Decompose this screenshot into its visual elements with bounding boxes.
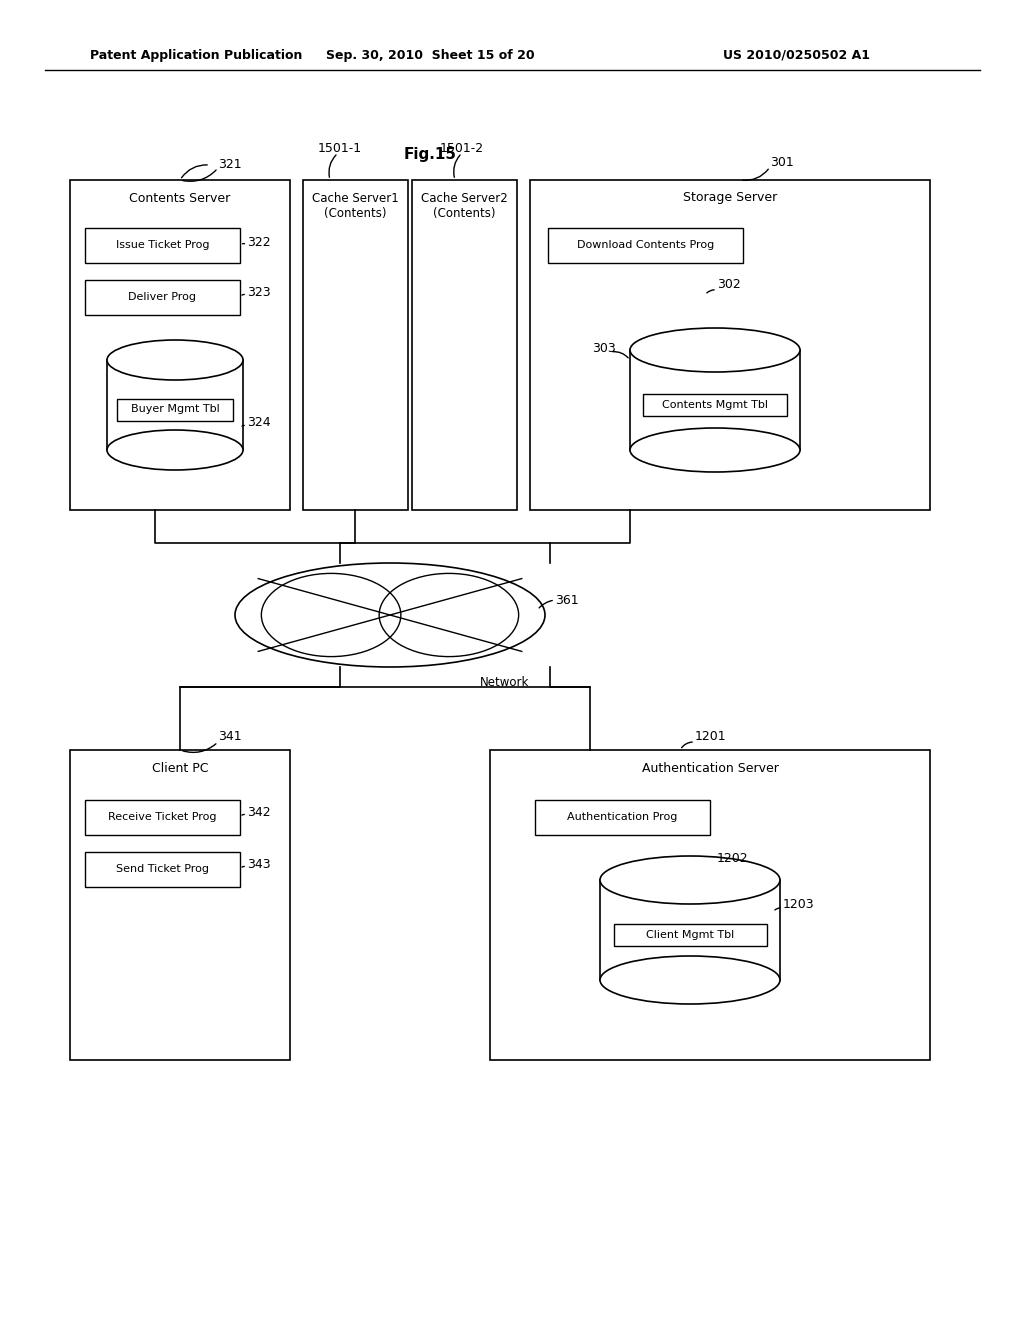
Ellipse shape [630, 327, 800, 372]
Text: Issue Ticket Prog: Issue Ticket Prog [116, 240, 209, 251]
Text: Network: Network [480, 676, 529, 689]
Text: 1202: 1202 [717, 851, 749, 865]
Text: 324: 324 [247, 417, 270, 429]
Text: Authentication Server: Authentication Server [642, 762, 778, 775]
Bar [530, 180, 930, 510]
Text: 341: 341 [218, 730, 242, 743]
Ellipse shape [630, 428, 800, 473]
Text: 301: 301 [770, 157, 794, 169]
Text: Patent Application Publication: Patent Application Publication [90, 49, 302, 62]
Bar [70, 180, 290, 510]
Text: Client Mgmt Tbl: Client Mgmt Tbl [646, 931, 734, 940]
Ellipse shape [234, 564, 545, 667]
Text: 1203: 1203 [783, 899, 815, 912]
Ellipse shape [234, 564, 545, 667]
Text: Receive Ticket Prog: Receive Ticket Prog [109, 813, 217, 822]
Text: 303: 303 [592, 342, 615, 355]
Ellipse shape [106, 341, 243, 380]
Text: Deliver Prog: Deliver Prog [128, 293, 197, 302]
Bar [85, 280, 240, 315]
Bar [548, 228, 743, 263]
Text: 323: 323 [247, 285, 270, 298]
Text: 322: 322 [247, 235, 270, 248]
Bar [412, 180, 517, 510]
Ellipse shape [600, 956, 780, 1005]
Text: 361: 361 [555, 594, 579, 606]
Text: Download Contents Prog: Download Contents Prog [577, 240, 714, 251]
Bar [117, 399, 232, 421]
Text: Buyer Mgmt Tbl: Buyer Mgmt Tbl [131, 404, 219, 414]
Text: Fig.15: Fig.15 [403, 148, 457, 162]
Text: 302: 302 [717, 279, 740, 292]
Text: 1501-1: 1501-1 [318, 141, 362, 154]
Text: 343: 343 [247, 858, 270, 871]
Text: (Contents): (Contents) [433, 207, 496, 220]
Ellipse shape [600, 855, 780, 904]
Text: Authentication Prog: Authentication Prog [567, 813, 678, 822]
Text: Contents Mgmt Tbl: Contents Mgmt Tbl [662, 400, 768, 411]
Text: Cache Server2: Cache Server2 [421, 191, 508, 205]
Bar [70, 750, 290, 1060]
Text: 1201: 1201 [695, 730, 727, 743]
Text: 1501-2: 1501-2 [440, 141, 484, 154]
Text: (Contents): (Contents) [325, 207, 387, 220]
Bar [303, 180, 408, 510]
Bar [643, 393, 787, 416]
Text: 321: 321 [218, 158, 242, 172]
Bar [630, 350, 800, 450]
Text: Send Ticket Prog: Send Ticket Prog [116, 865, 209, 874]
Text: Contents Server: Contents Server [129, 191, 230, 205]
Bar [600, 880, 780, 979]
Bar [85, 228, 240, 263]
Text: US 2010/0250502 A1: US 2010/0250502 A1 [723, 49, 870, 62]
Text: Storage Server: Storage Server [683, 191, 777, 205]
Bar [535, 800, 710, 836]
Text: Sep. 30, 2010  Sheet 15 of 20: Sep. 30, 2010 Sheet 15 of 20 [326, 49, 535, 62]
Bar [613, 924, 767, 946]
Text: Cache Server1: Cache Server1 [312, 191, 399, 205]
Bar [490, 750, 930, 1060]
Bar [106, 360, 243, 450]
Text: 342: 342 [247, 807, 270, 820]
Ellipse shape [106, 430, 243, 470]
Bar [85, 800, 240, 836]
Bar [85, 851, 240, 887]
Text: Client PC: Client PC [152, 762, 208, 775]
